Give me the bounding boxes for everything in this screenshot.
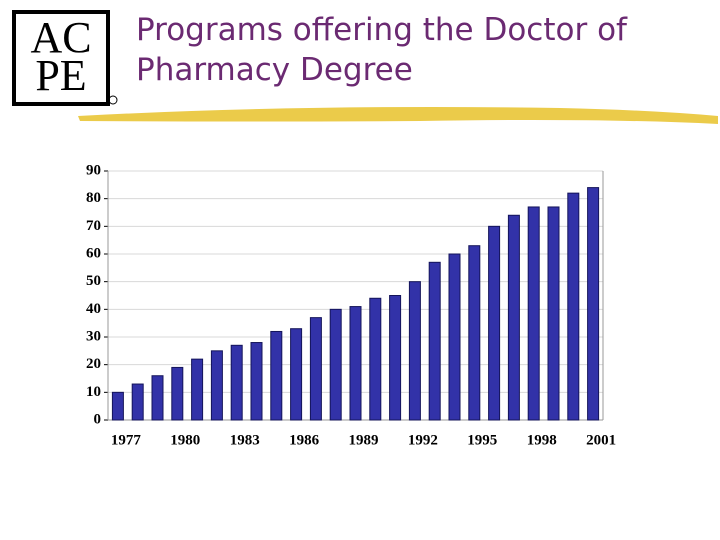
bar bbox=[290, 328, 303, 421]
title-underline bbox=[78, 107, 718, 124]
bar bbox=[527, 206, 540, 421]
registered-mark bbox=[108, 95, 118, 105]
bar bbox=[547, 206, 560, 421]
x-tick-label: 1983 bbox=[230, 432, 260, 448]
y-tick-label: 60 bbox=[86, 245, 101, 261]
y-tick-label: 20 bbox=[86, 356, 101, 372]
x-tick-label: 1995 bbox=[467, 432, 497, 448]
bar bbox=[428, 261, 441, 421]
bar bbox=[191, 358, 204, 421]
x-tick-label: 2001 bbox=[586, 432, 616, 448]
bar bbox=[329, 308, 342, 421]
y-tick-label: 70 bbox=[86, 218, 101, 234]
chart-title: Programs offering the Doctor of Pharmacy… bbox=[136, 12, 627, 88]
y-tick-label: 50 bbox=[86, 273, 101, 289]
x-tick-label: 1992 bbox=[408, 432, 438, 448]
bar bbox=[369, 297, 382, 421]
bar bbox=[349, 306, 362, 421]
bar bbox=[111, 391, 124, 421]
bar bbox=[448, 253, 461, 421]
bar bbox=[468, 245, 481, 421]
bar bbox=[309, 317, 322, 421]
x-tick-label: 1989 bbox=[349, 432, 379, 448]
bar bbox=[507, 214, 520, 421]
logo-text: PE bbox=[35, 51, 86, 100]
y-tick-label: 40 bbox=[86, 301, 101, 317]
logo-frame bbox=[12, 10, 110, 106]
bar bbox=[270, 330, 283, 421]
y-tick-label: 30 bbox=[86, 328, 101, 344]
bar bbox=[171, 366, 184, 421]
bar bbox=[567, 192, 580, 421]
bar bbox=[587, 187, 600, 421]
bar bbox=[408, 281, 421, 421]
bar bbox=[230, 344, 243, 421]
y-tick-label: 90 bbox=[86, 162, 101, 178]
y-tick-label: 0 bbox=[94, 411, 102, 427]
bar bbox=[210, 350, 223, 421]
x-tick-label: 1998 bbox=[527, 432, 557, 448]
bar bbox=[250, 342, 263, 421]
y-tick-label: 80 bbox=[86, 190, 101, 206]
y-tick-label: 10 bbox=[86, 384, 101, 400]
bar bbox=[131, 383, 144, 421]
x-tick-label: 1986 bbox=[289, 432, 320, 448]
bar bbox=[389, 295, 402, 421]
logo-text: AC bbox=[30, 13, 91, 62]
x-tick-label: 1977 bbox=[111, 432, 142, 448]
bar bbox=[151, 375, 164, 421]
x-tick-label: 1980 bbox=[170, 432, 200, 448]
bar bbox=[488, 225, 501, 421]
